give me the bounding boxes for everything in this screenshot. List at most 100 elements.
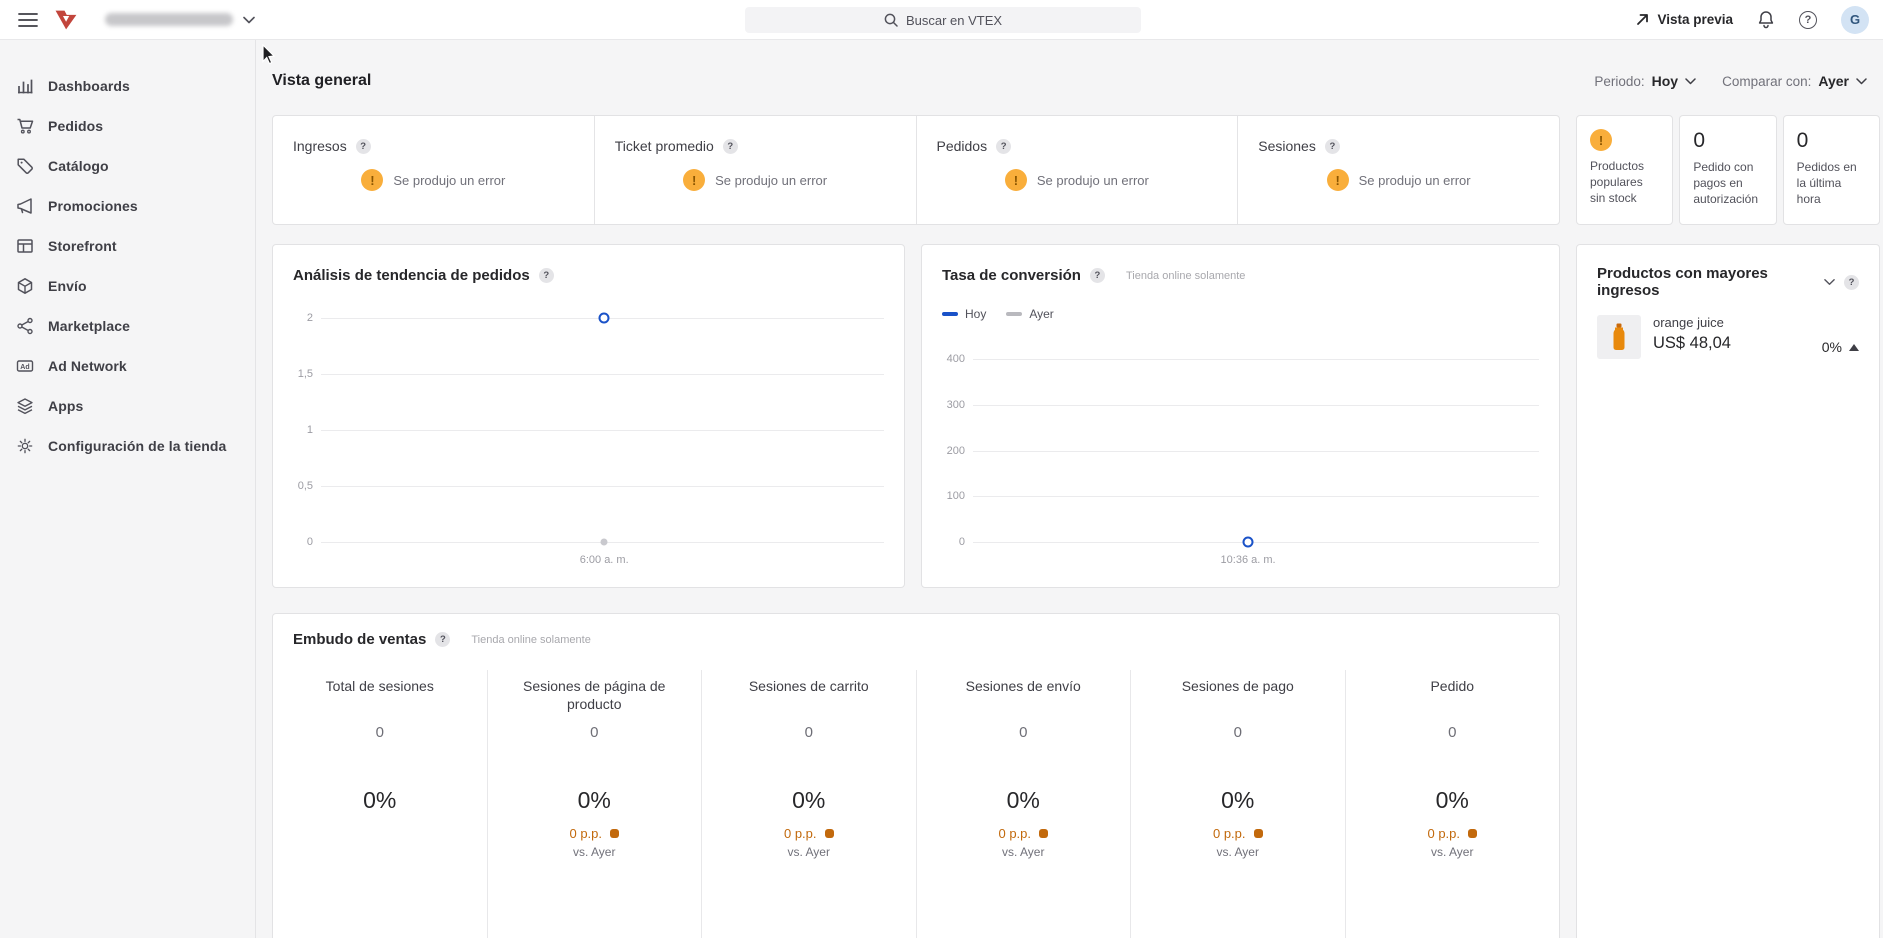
chart-title: Tasa de conversión: [942, 267, 1081, 284]
notifications-bell-icon[interactable]: [1757, 10, 1775, 29]
ad-network-icon: Ad: [15, 357, 35, 375]
menu-icon[interactable]: [16, 8, 40, 32]
sidebar-item-label: Promociones: [48, 198, 138, 214]
chevron-down-icon: [1856, 77, 1867, 84]
help-badge-icon[interactable]: ?: [1089, 268, 1105, 283]
topbar: Buscar en VTEX Vista previa ? G: [0, 0, 1883, 40]
sidebar-item-label: Ad Network: [48, 358, 127, 374]
page-header: Vista general Periodo: Hoy Comparar con:…: [272, 62, 1867, 100]
help-badge-icon[interactable]: ?: [1844, 274, 1859, 290]
sidebar-item-promociones[interactable]: Promociones: [0, 186, 255, 226]
warning-icon: !: [683, 169, 706, 191]
sidebar-item-apps[interactable]: Apps: [0, 386, 255, 426]
chart-legend: Hoy Ayer: [942, 307, 1054, 321]
page-title: Vista general: [272, 72, 372, 89]
legend-today[interactable]: Hoy: [942, 307, 986, 321]
sidebar-item-storefront[interactable]: Storefront: [0, 226, 255, 266]
warning-icon: !: [1590, 129, 1612, 151]
order-trend-chart-card: Análisis de tendencia de pedidos ? 2 1,5…: [272, 244, 905, 588]
sidebar-item-configuracion[interactable]: Configuración de la tienda: [0, 426, 255, 466]
alert-products-out-of-stock[interactable]: ! Productos populares sin stock: [1576, 115, 1674, 225]
warning-dot-icon: [1253, 829, 1263, 838]
funnel-column-pago: Sesiones de pago 0 0% 0 p.p. vs. Ayer: [1130, 670, 1345, 938]
chevron-down-icon: [1685, 77, 1696, 84]
help-badge-icon[interactable]: ?: [435, 632, 451, 647]
vtex-logo-icon[interactable]: [54, 8, 79, 31]
top-products-panel: Productos con mayores ingresos ? orange …: [1576, 244, 1880, 938]
sidebar-item-ad-network[interactable]: Ad Ad Network: [0, 346, 255, 386]
main-content: Vista general Periodo: Hoy Comparar con:…: [256, 40, 1883, 938]
help-icon[interactable]: ?: [1799, 10, 1817, 29]
sidebar-item-label: Configuración de la tienda: [48, 438, 227, 454]
period-dropdown[interactable]: Periodo: Hoy: [1594, 73, 1696, 89]
y-tick: 0: [958, 536, 965, 548]
today-data-point[interactable]: [598, 312, 610, 324]
help-badge-icon[interactable]: ?: [538, 268, 554, 283]
svg-text:Ad: Ad: [20, 364, 30, 371]
kpi-strip: Ingresos ? ! Se produjo un error Ticket …: [272, 115, 1560, 225]
topbar-left: [0, 8, 255, 32]
yesterday-data-point: [600, 538, 608, 546]
sidebar-item-label: Envío: [48, 278, 87, 294]
x-tick: 6:00 a. m.: [579, 554, 629, 566]
funnel-title: Embudo de ventas: [293, 631, 427, 648]
sidebar-item-marketplace[interactable]: Marketplace: [0, 306, 255, 346]
catalog-icon: [15, 157, 35, 175]
sales-funnel-card: Embudo de ventas ? Tienda online solamen…: [272, 613, 1560, 938]
warning-icon: !: [361, 169, 384, 191]
sidebar-item-envio[interactable]: Envío: [0, 266, 255, 306]
sidebar-item-dashboards[interactable]: Dashboards: [0, 66, 255, 106]
apps-icon: [15, 397, 35, 415]
today-series-swatch: [942, 312, 958, 316]
conversion-rate-chart-card: Tasa de conversión ? Tienda online solam…: [921, 244, 1560, 588]
sidebar-item-label: Storefront: [48, 238, 117, 254]
warning-icon: !: [1326, 169, 1349, 191]
user-avatar[interactable]: G: [1841, 5, 1869, 34]
search-icon: [884, 13, 898, 27]
funnel-column-pedido: Pedido 0 0% 0 p.p. vs. Ayer: [1344, 670, 1560, 938]
account-switcher[interactable]: [105, 13, 255, 26]
marketplace-icon: [15, 317, 35, 335]
alert-orders-payment-authorization[interactable]: 0 Pedido con pagos en autorización: [1679, 115, 1777, 225]
funnel-column-total-sesiones: Total de sesiones 0 0%: [325, 678, 434, 813]
funnel-caption: Tienda online solamente: [471, 633, 591, 646]
promotions-icon: [15, 197, 35, 215]
sidebar-item-label: Catálogo: [48, 158, 109, 174]
kpi-ticket-promedio: Ticket promedio ? ! Se produjo un error: [593, 116, 916, 224]
chevron-down-icon: [243, 16, 255, 23]
search-input[interactable]: Buscar en VTEX: [745, 7, 1141, 33]
sidebar-item-catalogo[interactable]: Catálogo: [0, 146, 255, 186]
orders-icon: [15, 117, 35, 135]
warning-dot-icon: [824, 829, 834, 838]
sidebar-item-label: Marketplace: [48, 318, 131, 334]
funnel-column-carrito: Sesiones de carrito 0 0% 0 p.p. vs. Ayer: [701, 670, 916, 938]
chevron-down-icon[interactable]: [1824, 278, 1835, 286]
sidebar-item-label: Apps: [48, 398, 84, 414]
sidebar-item-pedidos[interactable]: Pedidos: [0, 106, 255, 146]
help-badge-icon[interactable]: ?: [355, 138, 371, 154]
topbar-right: Vista previa ? G: [1636, 5, 1883, 34]
help-badge-icon[interactable]: ?: [996, 138, 1012, 154]
compare-dropdown[interactable]: Comparar con: Ayer: [1722, 73, 1867, 89]
y-tick: 0,5: [297, 480, 313, 492]
kpi-pedidos: Pedidos ? ! Se produjo un error: [915, 116, 1238, 224]
alert-orders-last-hour[interactable]: 0 Pedidos en la última hora: [1782, 115, 1880, 225]
panel-title: Productos con mayores ingresos: [1597, 265, 1768, 299]
filters: Periodo: Hoy Comparar con: Ayer: [1594, 73, 1867, 89]
y-tick: 2: [306, 312, 313, 324]
kpi-sesiones: Sesiones ? ! Se produjo un error: [1237, 116, 1559, 224]
warning-icon: !: [1004, 169, 1027, 191]
y-tick: 1,5: [297, 368, 313, 380]
sidebar-item-label: Pedidos: [48, 118, 104, 134]
product-row[interactable]: orange juice US$ 48,04 0%: [1597, 315, 1859, 359]
yesterday-series-swatch: [1006, 312, 1023, 316]
legend-yesterday[interactable]: Ayer: [1006, 307, 1054, 321]
trend-plot: 2 1,5 1 0,5 0 6:00 a. m.: [298, 312, 884, 566]
kpi-ingresos: Ingresos ? ! Se produjo un error: [273, 116, 594, 224]
storefront-icon: [15, 237, 35, 255]
help-badge-icon[interactable]: ?: [722, 138, 738, 154]
orange-juice-bottle-icon: [1613, 323, 1625, 350]
help-badge-icon[interactable]: ?: [1324, 138, 1340, 154]
today-data-point[interactable]: [1242, 536, 1254, 548]
preview-button[interactable]: Vista previa: [1636, 12, 1733, 27]
